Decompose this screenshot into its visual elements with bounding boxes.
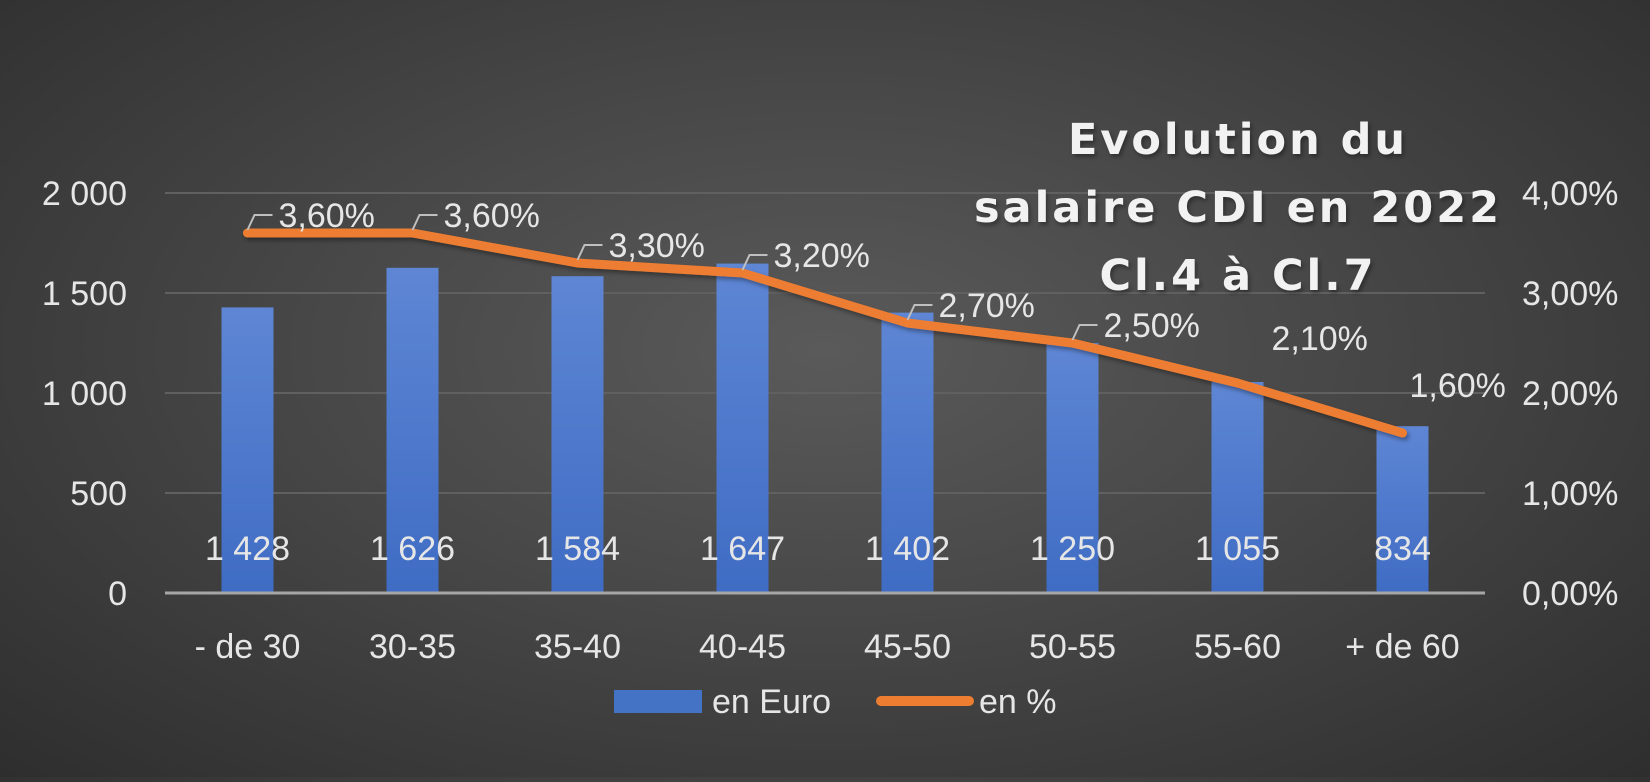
data-label-leader <box>576 244 603 261</box>
chart-title-line: Evolution du <box>1068 115 1408 165</box>
line-data-label: 3,60% <box>444 197 540 235</box>
bar <box>716 263 769 593</box>
bar <box>221 307 274 593</box>
x-tick-label: 30-35 <box>369 628 456 666</box>
chart-title-line: salaire CDI en 2022 <box>974 183 1502 233</box>
y-right-tick-label: 2,00% <box>1522 375 1618 413</box>
data-label-leader <box>906 304 933 321</box>
line-data-label: 2,10% <box>1272 320 1368 358</box>
line-data-label: 1,60% <box>1410 367 1506 405</box>
x-tick-label: - de 30 <box>195 628 301 666</box>
bar-data-label: 1 250 <box>1030 530 1115 568</box>
bar <box>551 276 604 593</box>
data-label-leader <box>246 214 273 231</box>
line-data-label: 3,60% <box>279 197 375 235</box>
line-path <box>243 228 1407 438</box>
x-tick-label: 45-50 <box>864 628 951 666</box>
line-point <box>573 258 582 268</box>
x-tick-label: + de 60 <box>1345 628 1459 666</box>
line-point <box>1398 428 1407 438</box>
line-point <box>1068 338 1077 348</box>
bar-data-label: 1 626 <box>370 530 455 568</box>
bar-data-label: 1 055 <box>1195 530 1280 568</box>
bar-data-label: 1 402 <box>865 530 950 568</box>
line-data-label: 2,70% <box>939 287 1035 325</box>
chart-title-line: Cl.4 à Cl.7 <box>1099 251 1376 301</box>
x-tick-label: 55-60 <box>1194 628 1281 666</box>
y-left-tick-label: 1 000 <box>42 375 127 413</box>
bar-data-label: 1 584 <box>535 530 620 568</box>
y-left-tick-label: 2 000 <box>42 175 127 213</box>
bar <box>1376 426 1429 593</box>
x-tick-label: 35-40 <box>534 628 621 666</box>
x-tick-label: 40-45 <box>699 628 786 666</box>
data-label-leader <box>741 254 768 271</box>
line-data-label: 2,50% <box>1104 307 1200 345</box>
line-point <box>243 228 252 238</box>
bar-series <box>221 263 1429 593</box>
y-right-tick-label: 4,00% <box>1522 175 1618 213</box>
y-left-tick-label: 1 500 <box>42 275 127 313</box>
legend-swatch-euro <box>614 690 702 713</box>
line-point <box>408 228 417 238</box>
bar-data-label: 1 647 <box>700 530 785 568</box>
legend-label-percent: en % <box>979 683 1057 721</box>
y-right-tick-label: 3,00% <box>1522 275 1618 313</box>
axes: 0 500 1 000 1 500 2 000 0,00% 1,00% 2,00% 3,00% 4… <box>42 175 1619 666</box>
bar-data-label: 1 428 <box>205 530 290 568</box>
bar <box>881 312 934 593</box>
bar <box>386 267 439 593</box>
line-series <box>243 228 1407 438</box>
line-data-label: 3,30% <box>609 227 705 265</box>
y-right-tick-label: 1,00% <box>1522 475 1618 513</box>
line-point <box>903 318 912 328</box>
data-label-leader <box>1071 324 1098 341</box>
bar <box>1211 382 1264 593</box>
y-left-tick-label: 500 <box>70 475 127 513</box>
line-data-label: 3,20% <box>774 237 870 275</box>
data-label-leader <box>411 214 438 231</box>
line-point <box>738 268 747 278</box>
chart-title: Evolution du salaire CDI en 2022 Cl.4 à Cl… <box>974 115 1502 301</box>
legend-label-euro: en Euro <box>712 683 831 721</box>
bar-data-label: 834 <box>1374 530 1431 568</box>
data-labels: 1 428 1 626 1 584 1 647 1 402 1 250 1 055 834 3,… <box>205 197 1506 568</box>
legend: en Euro en % <box>614 683 1057 721</box>
bar <box>1046 343 1099 593</box>
y-right-tick-label: 0,00% <box>1522 575 1618 613</box>
line-point <box>1233 378 1242 388</box>
x-tick-label: 50-55 <box>1029 628 1116 666</box>
y-left-tick-label: 0 <box>108 575 127 613</box>
